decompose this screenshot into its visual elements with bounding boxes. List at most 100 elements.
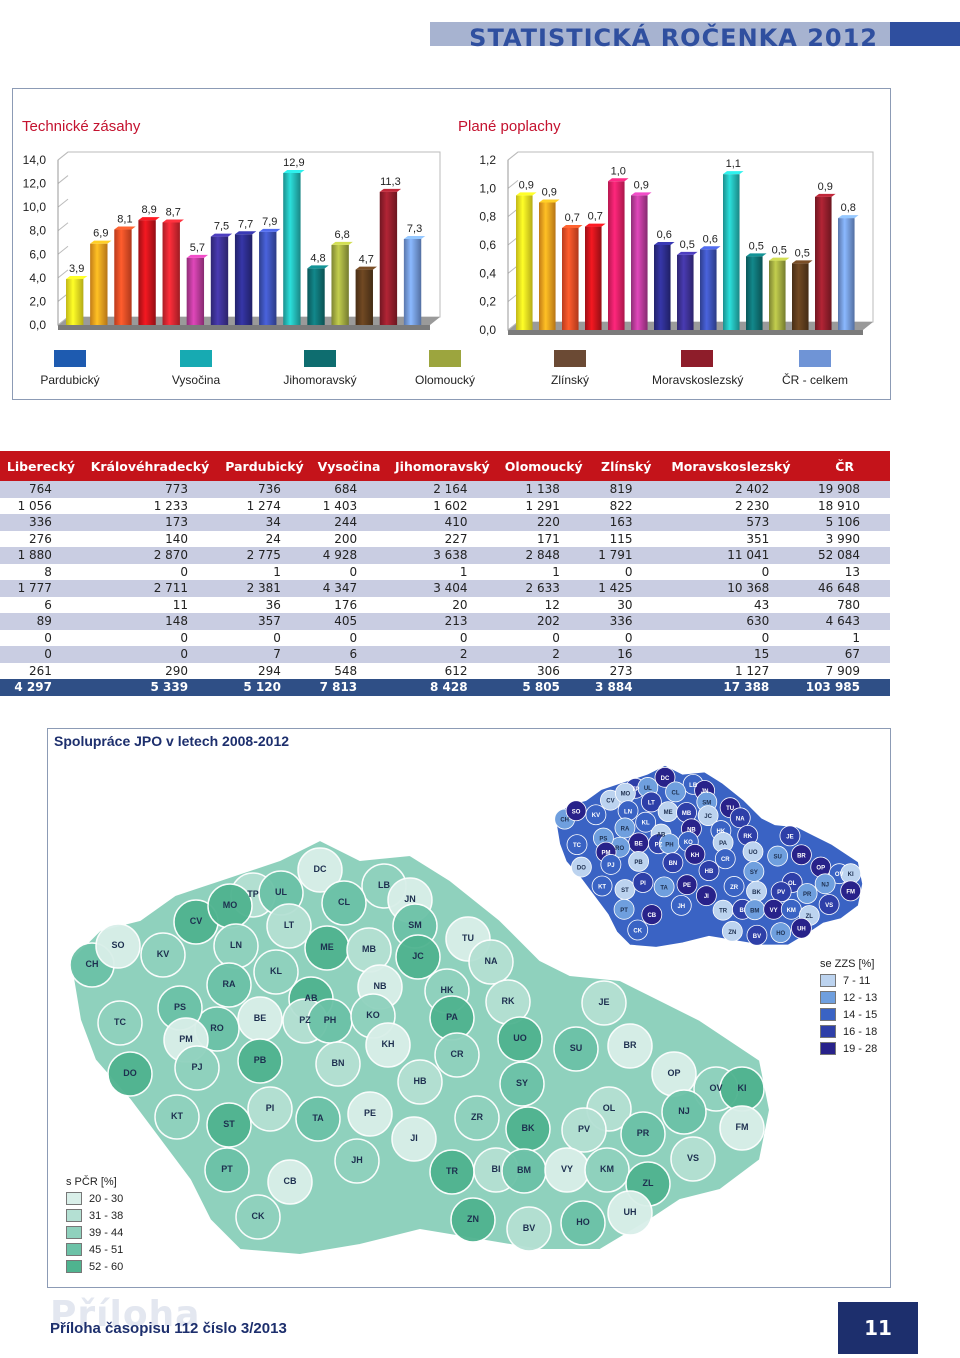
district-label: PZ xyxy=(299,1015,311,1025)
bar xyxy=(516,195,533,330)
legend-row: 45 - 51 xyxy=(66,1241,123,1258)
table-cell: 0 xyxy=(81,646,219,663)
table-cell: 1 425 xyxy=(589,580,663,597)
district-label: TP xyxy=(247,889,259,899)
district-label-small: BV xyxy=(753,934,761,940)
table-total-row: 4 297 5 339 5 120 7 813 8 428 5 805 3 884 17 38… xyxy=(0,679,890,696)
district-area xyxy=(454,1095,500,1141)
district-label-small: RA xyxy=(621,826,630,832)
legend-swatch xyxy=(66,1226,82,1239)
y-tick-label: 1,2 xyxy=(479,153,496,167)
district-label: OL xyxy=(603,1103,616,1113)
chart-1: 0,0 0,2 0,4 0,6 0,8 1,0 1,2 0,9 0,9 0,7 0,7 1,0 0,9 0… xyxy=(479,151,874,337)
table-total-cell: 4 297 xyxy=(0,679,82,696)
district-area-small xyxy=(565,800,587,822)
legend-swatch xyxy=(304,350,336,367)
legend-range-label: 20 - 30 xyxy=(89,1192,124,1205)
table-row: 764 773 736 684 2 164 1 138 819 2 402 19 908 xyxy=(0,481,890,498)
district-area xyxy=(581,980,627,1026)
district-label: PR xyxy=(637,1128,650,1138)
bar-value-label: 11,3 xyxy=(380,176,401,188)
table-cell: 1 602 xyxy=(387,497,498,514)
district-label: JN xyxy=(404,894,416,904)
district-label-small: UO xyxy=(749,850,758,856)
bar xyxy=(307,268,325,325)
district-label: JH xyxy=(351,1155,363,1165)
table-cell: 773 xyxy=(81,481,219,498)
district-label: KH xyxy=(382,1039,395,1049)
table-cell: 200 xyxy=(310,530,388,547)
district-area-small xyxy=(721,920,743,942)
chart-floor-edge xyxy=(58,325,430,330)
bar-value-label: 0,6 xyxy=(657,229,672,241)
district-label-small: UL xyxy=(644,786,652,792)
table-cell: 684 xyxy=(310,481,388,498)
bar-value-label: 0,5 xyxy=(749,240,764,252)
table-cell: 171 xyxy=(497,530,590,547)
table-total-cell: 5 805 xyxy=(497,679,590,696)
legend-swatch xyxy=(820,974,836,987)
district-area xyxy=(315,1041,361,1087)
district-label-small: KH xyxy=(691,853,700,859)
table-cell: 1 127 xyxy=(662,662,800,679)
district-label-small: PB xyxy=(634,860,643,866)
district-area xyxy=(95,923,141,969)
bar xyxy=(654,245,671,330)
district-label-small: SY xyxy=(750,870,758,876)
district-label: UL xyxy=(275,887,287,897)
table-cell: 4 643 xyxy=(799,613,890,630)
district-label: JI xyxy=(410,1133,418,1143)
district-label-small: VS xyxy=(825,903,833,909)
bar-top xyxy=(792,260,813,264)
legend-label: Olomoucký xyxy=(414,373,476,387)
district-area-small xyxy=(613,898,635,920)
table-total-cell: 17 388 xyxy=(662,679,800,696)
table-cell: 13 xyxy=(799,563,890,580)
district-label-small: DO xyxy=(577,866,586,872)
footer-ghost-text: Příloha xyxy=(50,1294,201,1335)
bar-value-label: 7,9 xyxy=(262,216,277,228)
table-cell: 67 xyxy=(799,646,890,663)
bar-top xyxy=(516,192,537,196)
district-label: HK xyxy=(441,985,454,995)
district-area-small xyxy=(662,852,684,874)
grid-line xyxy=(507,179,519,189)
district-label: ST xyxy=(223,1119,235,1129)
district-label: MO xyxy=(223,900,238,910)
district-label-small: BE xyxy=(634,841,642,847)
legend-range-label: 39 - 44 xyxy=(89,1226,124,1239)
district-label: KL xyxy=(270,966,282,976)
district-label: SU xyxy=(570,1043,583,1053)
bar-top xyxy=(283,169,305,173)
grid-line xyxy=(57,222,69,232)
bar-top xyxy=(259,228,281,232)
legend-range-label: 7 - 11 xyxy=(843,974,871,987)
bar-top xyxy=(355,266,377,270)
table-total-cell: 5 339 xyxy=(81,679,219,696)
district-label: PA xyxy=(446,1012,458,1022)
bar-value-label: 4,7 xyxy=(359,254,374,266)
district-area xyxy=(295,1096,341,1142)
district-label-small: TP xyxy=(632,787,640,793)
legend-swatch xyxy=(54,350,86,367)
district-label: HB xyxy=(414,1076,427,1086)
legend-row: 52 - 60 xyxy=(66,1258,123,1275)
table-cell: 0 xyxy=(589,563,663,580)
table-header-cell: Olomoucký xyxy=(497,451,590,481)
bar-top xyxy=(539,199,560,203)
bar-value-label: 8,1 xyxy=(117,214,132,226)
bar xyxy=(259,231,277,325)
y-tick-label: 2,0 xyxy=(29,294,46,308)
district-label: CK xyxy=(252,1211,265,1221)
legend-range-label: 16 - 18 xyxy=(843,1025,878,1038)
bar-top xyxy=(815,193,836,197)
legend-label: Vysočina xyxy=(171,373,221,387)
district-area-small xyxy=(632,872,654,893)
district-area xyxy=(267,1159,313,1205)
bar-value-label: 4,8 xyxy=(310,252,325,264)
district-area xyxy=(266,903,312,949)
table-cell: 306 xyxy=(497,662,590,679)
table-cell: 2 848 xyxy=(497,547,590,564)
footer-text: Příloha časopisu 112 číslo 3/2013 xyxy=(50,1320,287,1337)
